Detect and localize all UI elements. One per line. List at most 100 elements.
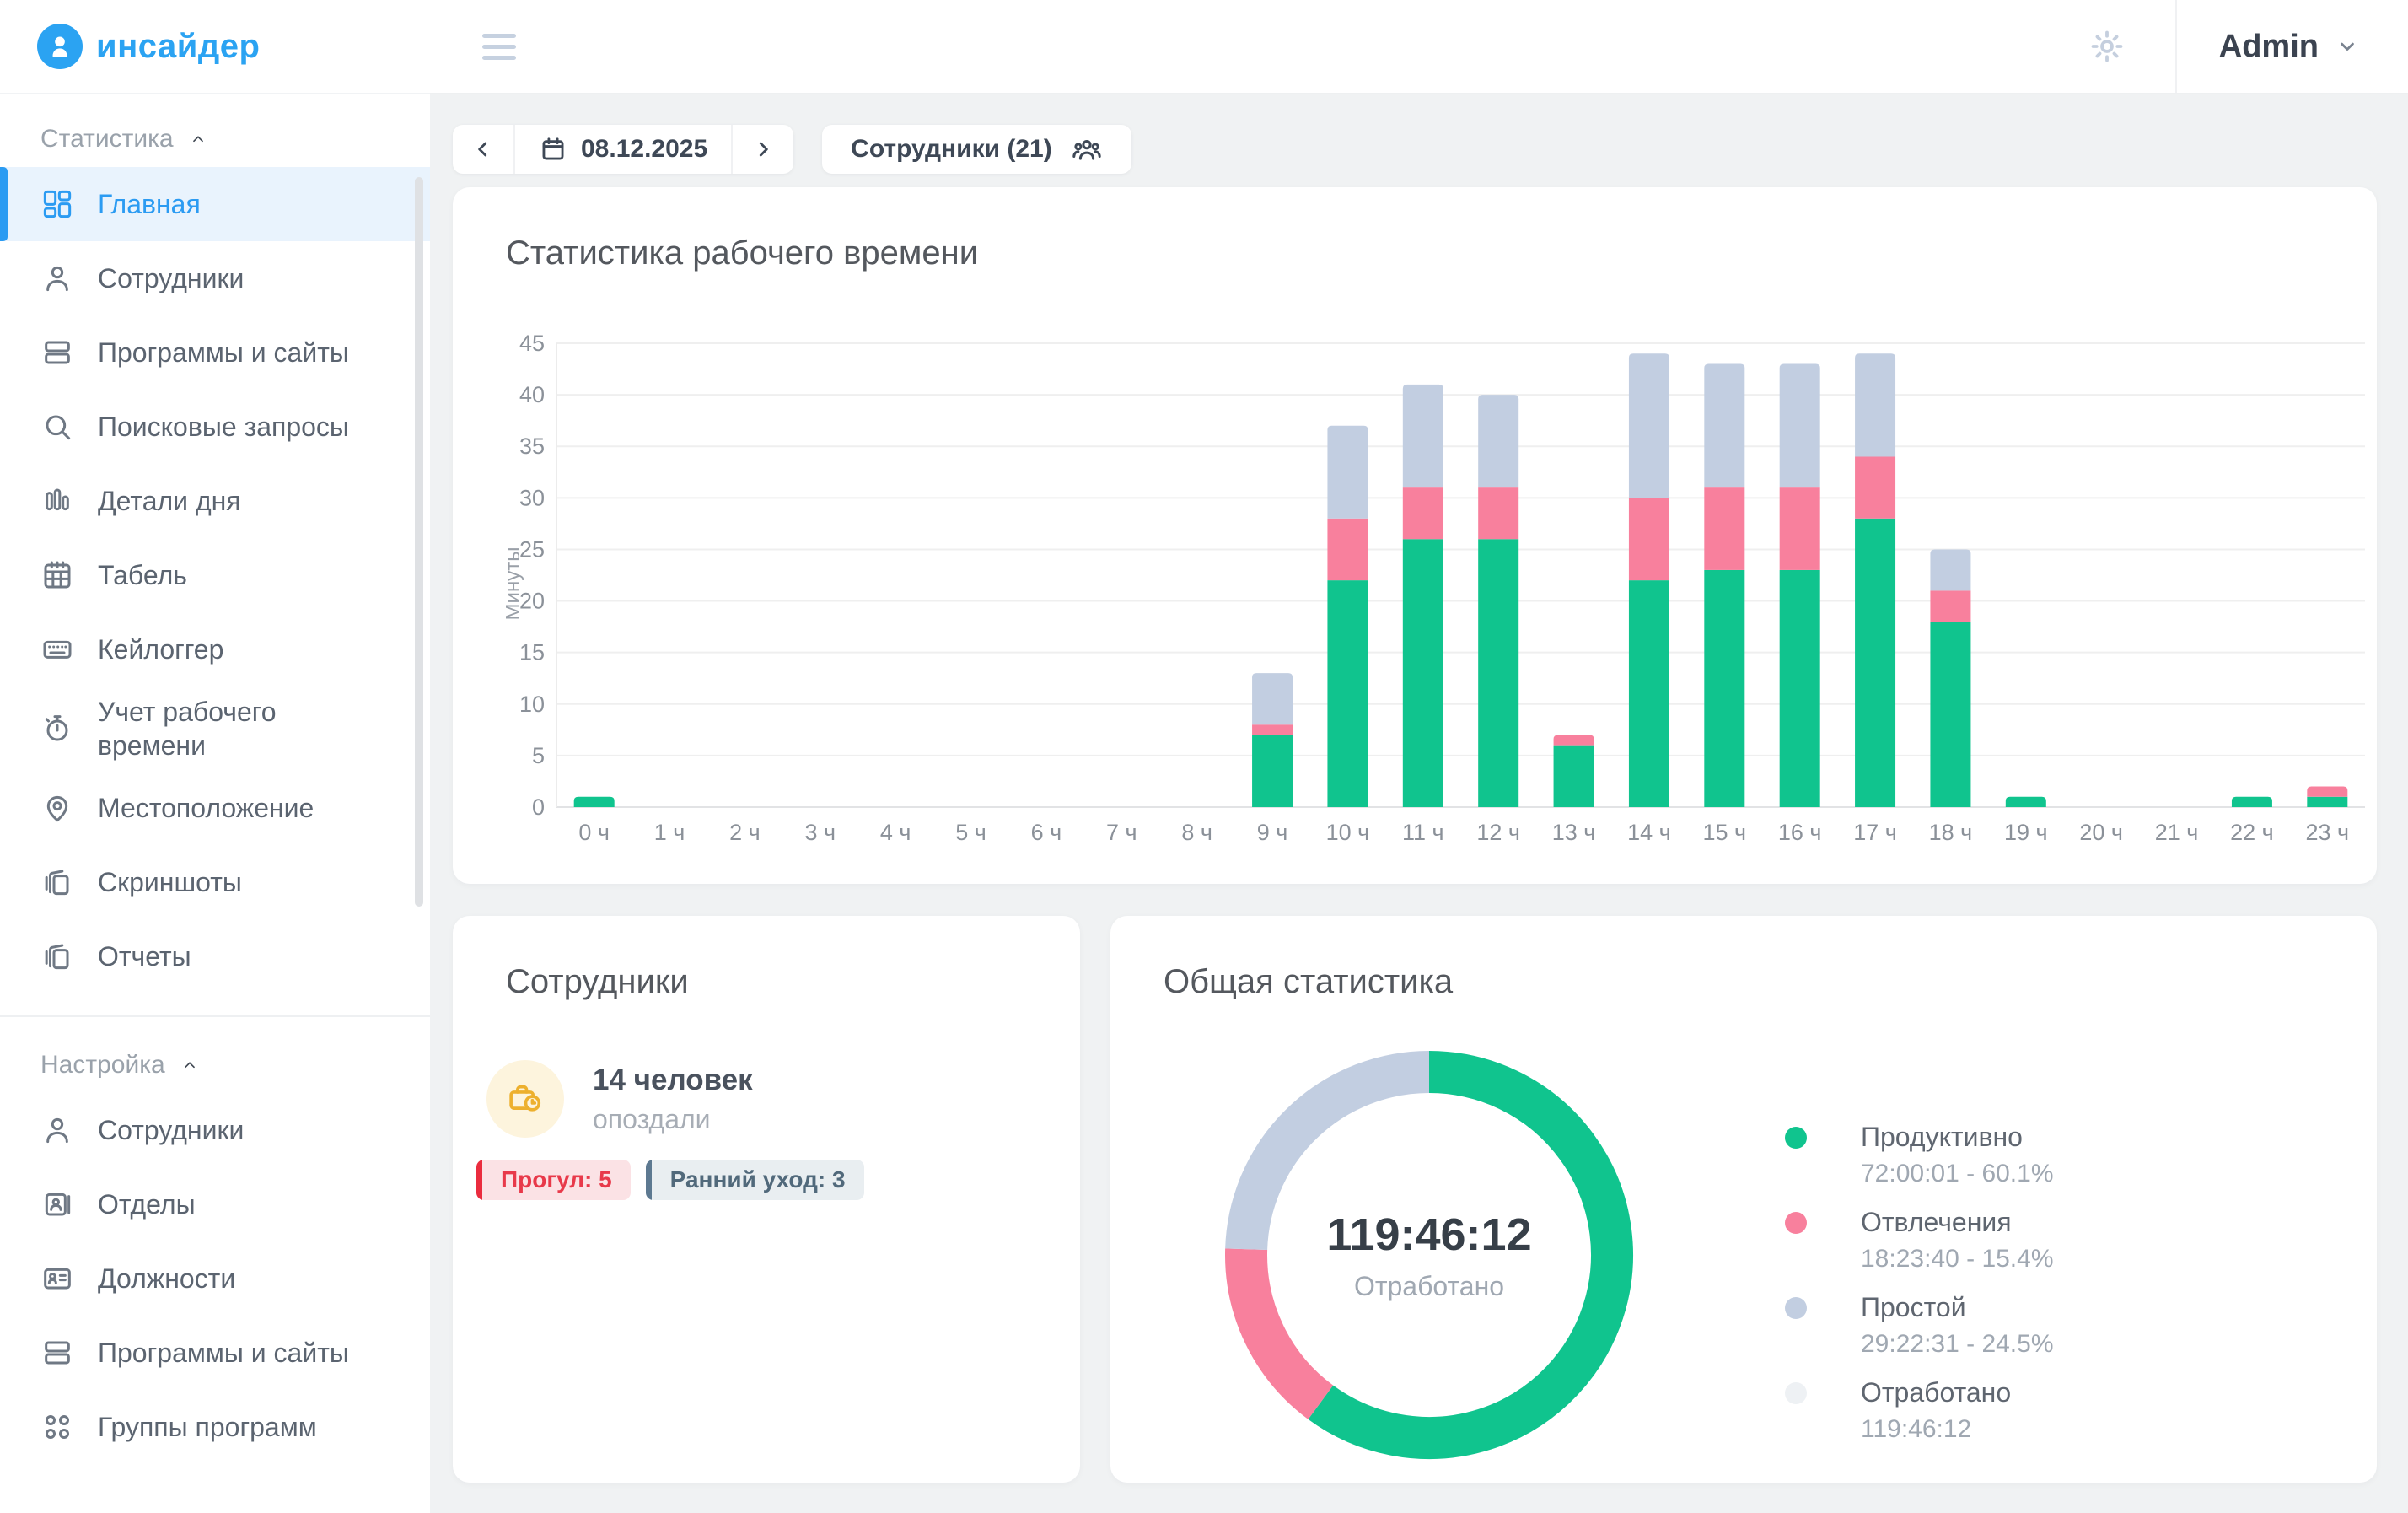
user-menu[interactable]: Admin bbox=[2177, 0, 2408, 93]
date-button[interactable]: 08.12.2025 bbox=[515, 125, 731, 174]
legend-name: Простой bbox=[1861, 1292, 1966, 1322]
settings-gear-button[interactable] bbox=[2039, 0, 2175, 93]
status-badge: Ранний уход: 3 bbox=[645, 1160, 864, 1200]
employees-card: Сотрудники 14 человек оп bbox=[453, 916, 1080, 1483]
svg-text:35: 35 bbox=[519, 433, 545, 459]
people-group-icon bbox=[1072, 139, 1101, 160]
sidebar-item-label: Отделы bbox=[98, 1189, 196, 1220]
legend-text: Отработано 119:46:12 bbox=[1861, 1377, 2011, 1444]
svg-text:1 ч: 1 ч bbox=[654, 820, 685, 845]
employees-filter-button[interactable]: Сотрудники (21) bbox=[822, 125, 1131, 174]
svg-text:2 ч: 2 ч bbox=[729, 820, 761, 845]
svg-text:12 ч: 12 ч bbox=[1476, 820, 1520, 845]
sidebar-item-label: Детали дня bbox=[98, 486, 241, 516]
legend-item: Отвлечения 18:23:40 - 15.4% bbox=[1785, 1207, 2054, 1273]
sidebar-item-label: Должности bbox=[98, 1263, 236, 1294]
date-picker: 08.12.2025 bbox=[453, 125, 794, 174]
sidebar-item-label: Поисковые запросы bbox=[98, 412, 349, 442]
user-name: Admin bbox=[2218, 28, 2319, 64]
sidebar-item-employees[interactable]: Сотрудники bbox=[0, 241, 430, 315]
header-right: Admin bbox=[2039, 0, 2408, 93]
sidebar-scrollbar[interactable] bbox=[415, 177, 423, 907]
next-day-button[interactable] bbox=[733, 125, 793, 174]
legend-dot bbox=[1785, 1382, 1807, 1404]
sidebar-item-label: Сотрудники bbox=[98, 1115, 245, 1145]
divider bbox=[513, 125, 515, 174]
late-count: 14 человек bbox=[593, 1063, 753, 1096]
sidebar-item-employees-settings[interactable]: Сотрудники bbox=[0, 1093, 430, 1167]
sidebar-item-work-time[interactable]: Учет рабочего времени bbox=[0, 687, 430, 771]
sidebar-item-label: Главная bbox=[98, 189, 201, 219]
svg-text:16 ч: 16 ч bbox=[1778, 820, 1822, 845]
svg-text:19 ч: 19 ч bbox=[2004, 820, 2048, 845]
sidebar-item-programs-sites-settings[interactable]: Программы и сайты bbox=[0, 1316, 430, 1390]
id-card-icon bbox=[40, 1262, 74, 1295]
legend-dot bbox=[1785, 1297, 1807, 1319]
calendar-icon bbox=[542, 137, 564, 160]
dashboard-icon bbox=[40, 187, 74, 221]
header-divider bbox=[2174, 0, 2177, 93]
svg-text:21 ч: 21 ч bbox=[2155, 820, 2199, 845]
svg-text:25: 25 bbox=[519, 536, 545, 562]
svg-text:22 ч: 22 ч bbox=[2230, 820, 2274, 845]
late-icon bbox=[486, 1060, 564, 1138]
sidebar-item-program-groups[interactable]: Группы программ bbox=[0, 1390, 430, 1464]
legend-dot bbox=[1785, 1127, 1807, 1149]
top-header: Admin bbox=[430, 0, 2408, 94]
chevron-up-icon bbox=[180, 1056, 199, 1074]
sidebar-section-settings[interactable]: Настройка bbox=[0, 1037, 430, 1093]
svg-text:15 ч: 15 ч bbox=[1703, 820, 1747, 845]
summary-card-title: Общая статистика bbox=[1164, 963, 1454, 1000]
sidebar-item-programs-sites[interactable]: Программы и сайты bbox=[0, 315, 430, 390]
badge-icon bbox=[40, 1187, 74, 1221]
sidebar-item-main[interactable]: Главная bbox=[0, 167, 430, 241]
legend-item: Отработано 119:46:12 bbox=[1785, 1377, 2054, 1444]
legend-dot bbox=[1785, 1212, 1807, 1234]
sidebar-item-timesheet[interactable]: Табель bbox=[0, 538, 430, 612]
svg-text:Минуты: Минуты bbox=[506, 547, 524, 621]
sidebar-item-search-queries[interactable]: Поисковые запросы bbox=[0, 390, 430, 464]
sidebar-item-reports[interactable]: Отчеты bbox=[0, 919, 430, 993]
legend-value: 72:00:01 - 60.1% bbox=[1861, 1160, 2054, 1187]
sidebar-item-keylogger[interactable]: Кейлоггер bbox=[0, 612, 430, 687]
donut-chart bbox=[1193, 1019, 1665, 1483]
sidebar-item-screenshots[interactable]: Скриншоты bbox=[0, 845, 430, 919]
legend-value: 18:23:40 - 15.4% bbox=[1861, 1245, 2054, 1273]
brand[interactable]: инсайдер bbox=[0, 0, 430, 94]
legend-name: Продуктивно bbox=[1861, 1122, 2023, 1152]
summary-card: Общая статистика 119:46:12 Отработано Пр… bbox=[1110, 916, 2377, 1483]
svg-text:7 ч: 7 ч bbox=[1106, 820, 1137, 845]
sidebar-section-statistics[interactable]: Статистика bbox=[0, 111, 430, 167]
sidebar-item-location[interactable]: Местоположение bbox=[0, 771, 430, 845]
sidebar-item-day-details[interactable]: Детали дня bbox=[0, 464, 430, 538]
sidebar-item-positions[interactable]: Должности bbox=[0, 1241, 430, 1316]
date-value: 08.12.2025 bbox=[581, 135, 708, 163]
summary-donut[interactable]: 119:46:12 Отработано bbox=[1193, 1019, 1665, 1483]
toolbar: 08.12.2025 Сотрудники (21) bbox=[453, 125, 2377, 174]
svg-text:15: 15 bbox=[519, 640, 545, 665]
employees-filter-label: Сотрудники (21) bbox=[851, 135, 1052, 163]
svg-text:4 ч: 4 ч bbox=[880, 820, 911, 845]
svg-text:23 ч: 23 ч bbox=[2306, 820, 2350, 845]
svg-text:6 ч: 6 ч bbox=[1031, 820, 1062, 845]
svg-text:0: 0 bbox=[532, 794, 545, 820]
work-time-bar-chart[interactable]: 0 5 10 15 20 25 30 35 40 45 Минуты 0 ч 1 ч 2 ч 3 ч 4 ч 5… bbox=[506, 331, 2369, 853]
svg-text:18 ч: 18 ч bbox=[1929, 820, 1973, 845]
brand-logo-icon bbox=[37, 24, 83, 69]
sidebar-nav: Статистика Главная Сотрудники Программы и с… bbox=[0, 94, 430, 1464]
menu-toggle-button[interactable] bbox=[482, 33, 516, 60]
chevron-right-icon bbox=[760, 142, 768, 157]
svg-text:40: 40 bbox=[519, 382, 545, 407]
sidebar-item-label: Скриншоты bbox=[98, 867, 242, 897]
legend-value: 119:46:12 bbox=[1861, 1415, 1972, 1443]
sidebar-item-departments[interactable]: Отделы bbox=[0, 1167, 430, 1241]
svg-text:20 ч: 20 ч bbox=[2079, 820, 2123, 845]
chevron-left-icon bbox=[478, 142, 487, 157]
legend-name: Отвлечения bbox=[1861, 1207, 2012, 1237]
prev-day-button[interactable] bbox=[453, 125, 513, 174]
circles-icon bbox=[40, 1410, 74, 1444]
late-caption: опоздали bbox=[593, 1103, 711, 1134]
legend-name: Отработано bbox=[1861, 1377, 2012, 1408]
svg-text:14 ч: 14 ч bbox=[1627, 820, 1671, 845]
